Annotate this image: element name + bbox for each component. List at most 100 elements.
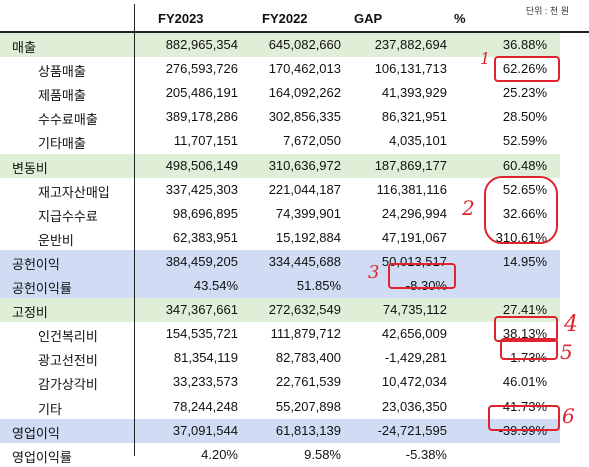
cell-fy2022: 170,462,013 <box>268 61 341 77</box>
highlight-circle-4 <box>494 316 558 342</box>
row-label: 지급수수료 <box>38 208 98 224</box>
cell-fy2023: 347,367,661 <box>165 302 238 318</box>
cell-pct: 27.41% <box>502 302 547 318</box>
annotation-2: 2 <box>462 196 475 220</box>
cell-fy2023: 384,459,205 <box>165 253 238 269</box>
row-label: 공헌이익률 <box>12 281 72 296</box>
cell-fy2023: 11,707,151 <box>173 133 238 149</box>
table-row: 영업이익률 4.20% 9.58% -5.38% <box>0 443 560 467</box>
table-row: 감가상각비 33,233,573 22,761,539 10,472,034 46.01… <box>0 370 560 394</box>
cell-gap: -1,429,281 <box>384 350 447 366</box>
cell-fy2022: 272,632,549 <box>268 302 341 318</box>
cell-gap: -8.30% <box>405 278 447 293</box>
cell-pct: 60.48% <box>502 157 547 173</box>
cell-gap: -5.38% <box>405 446 447 462</box>
cell-gap: 10,472,034 <box>381 374 447 390</box>
cell-pct: 46.01% <box>502 374 547 390</box>
cell-pct: 32.66% <box>502 205 547 221</box>
header-percent: % <box>454 11 466 26</box>
table-row: 영업이익 37,091,544 61,813,139 -24,721,595 -39.9… <box>0 418 560 443</box>
cell-fy2022: 51.85% <box>296 278 341 293</box>
cell-fy2022: 7,672,050 <box>283 133 341 149</box>
annotation-5: 5 <box>560 340 573 364</box>
cell-fy2022: 334,445,688 <box>268 253 341 269</box>
table-row: 인건복리비 154,535,721 111,879,712 42,656,009 38.… <box>0 322 560 346</box>
cell-pct: 52.65% <box>502 181 547 197</box>
cell-gap: 23,036,350 <box>381 398 447 414</box>
table-row: 변동비 498,506,149 310,636,972 187,869,177 60.4… <box>0 153 560 178</box>
row-label: 제품매출 <box>38 88 86 104</box>
cell-pct: 62.26% <box>502 61 547 77</box>
row-label: 기타 <box>38 401 62 417</box>
table-row: 지급수수료 98,696,895 74,399,901 24,296,994 32.66… <box>0 202 560 226</box>
cell-fy2022: 55,207,898 <box>275 398 341 414</box>
annotation-4: 4 <box>564 312 578 337</box>
cell-fy2023: 205,486,191 <box>165 85 238 101</box>
cell-fy2023: 337,425,303 <box>165 181 238 197</box>
cell-fy2022: 310,636,972 <box>268 157 341 173</box>
table-row: 공헌이익률 43.54% 51.85% -8.30% <box>0 274 560 298</box>
cell-fy2022: 74,399,901 <box>275 205 341 221</box>
row-label: 운반비 <box>38 232 74 248</box>
table-row: 기타 78,244,248 55,207,898 23,036,350 41.73% <box>0 395 560 419</box>
cell-fy2022: 82,783,400 <box>275 350 341 366</box>
highlight-circle-6 <box>488 405 560 431</box>
row-label: 영업이익률 <box>12 449 72 465</box>
cell-fy2023: 882,965,354 <box>165 37 238 52</box>
cell-pct: 52.59% <box>502 133 547 149</box>
table-row: 제품매출 205,486,191 164,092,262 41,393,929 25.2… <box>0 81 560 105</box>
cell-fy2022: 164,092,262 <box>268 85 341 101</box>
cell-gap: 74,735,112 <box>382 302 447 318</box>
cell-gap: 50,013,517 <box>381 253 447 269</box>
cell-fy2022: 15,192,884 <box>275 229 341 245</box>
highlight-circle-1 <box>494 56 560 82</box>
cell-fy2023: 389,178,286 <box>165 109 238 125</box>
table-row: 매출 882,965,354 645,082,660 237,882,694 36.88… <box>0 33 560 57</box>
header-fy2023: FY2023 <box>158 11 204 26</box>
row-label: 기타매출 <box>38 136 86 152</box>
cell-gap: 106,131,713 <box>374 61 447 77</box>
cell-fy2023: 4.20% <box>201 446 238 462</box>
table-row: 광고선전비 81,354,119 82,783,400 -1,429,281 -1.73… <box>0 346 560 370</box>
row-label: 공헌이익 <box>12 256 60 272</box>
table-row: 운반비 62,383,951 15,192,884 47,191,067 310.61% <box>0 226 560 250</box>
table-row: 수수료매출 389,178,286 302,856,335 86,321,951 28.… <box>0 105 560 129</box>
cell-gap: 42,656,009 <box>381 326 447 342</box>
cell-gap: 47,191,067 <box>381 229 447 245</box>
cell-fy2022: 302,856,335 <box>268 109 341 125</box>
cell-fy2023: 81,354,119 <box>173 350 238 366</box>
table-row: 재고자산매입 337,425,303 221,044,187 116,381,116 5… <box>0 178 560 202</box>
cell-fy2022: 22,761,539 <box>275 374 341 390</box>
cell-pct: 28.50% <box>502 109 547 125</box>
cell-pct: 14.95% <box>502 253 547 269</box>
row-label: 감가상각비 <box>38 377 98 393</box>
cell-pct: -1.73% <box>505 350 547 366</box>
cell-fy2023: 62,383,951 <box>172 229 238 245</box>
cell-gap: 187,869,177 <box>374 157 447 173</box>
cell-fy2023: 498,506,149 <box>165 157 238 173</box>
cell-fy2023: 33,233,573 <box>172 374 238 390</box>
cell-gap: 41,393,929 <box>381 85 447 101</box>
cell-fy2023: 98,696,895 <box>172 205 238 221</box>
row-label: 수수료매출 <box>38 112 98 128</box>
cell-gap: 237,882,694 <box>374 37 447 52</box>
header-divider <box>0 31 589 33</box>
table-row: 고정비 347,367,661 272,632,549 74,735,112 27.41… <box>0 298 560 323</box>
annotation-6: 6 <box>562 404 575 428</box>
header-gap: GAP <box>354 11 383 26</box>
cell-fy2022: 9.58% <box>304 446 341 462</box>
row-label: 재고자산매입 <box>38 184 110 200</box>
row-label: 상품매출 <box>38 64 86 80</box>
row-label: 광고선전비 <box>38 353 98 369</box>
cell-gap: 86,321,951 <box>381 109 447 125</box>
cell-gap: 24,296,994 <box>381 205 447 221</box>
cell-pct: 38.13% <box>502 326 547 342</box>
cell-fy2023: 37,091,544 <box>172 422 238 438</box>
highlight-circle-3 <box>388 263 456 289</box>
cell-pct: 25.23% <box>502 85 547 101</box>
row-label: 영업이익 <box>12 425 60 441</box>
row-label: 고정비 <box>12 305 48 321</box>
table-row: 상품매출 276,593,726 170,462,013 106,131,713 62.… <box>0 57 560 81</box>
highlight-bracket-2 <box>484 176 558 244</box>
annotation-1: 1 <box>480 49 491 68</box>
